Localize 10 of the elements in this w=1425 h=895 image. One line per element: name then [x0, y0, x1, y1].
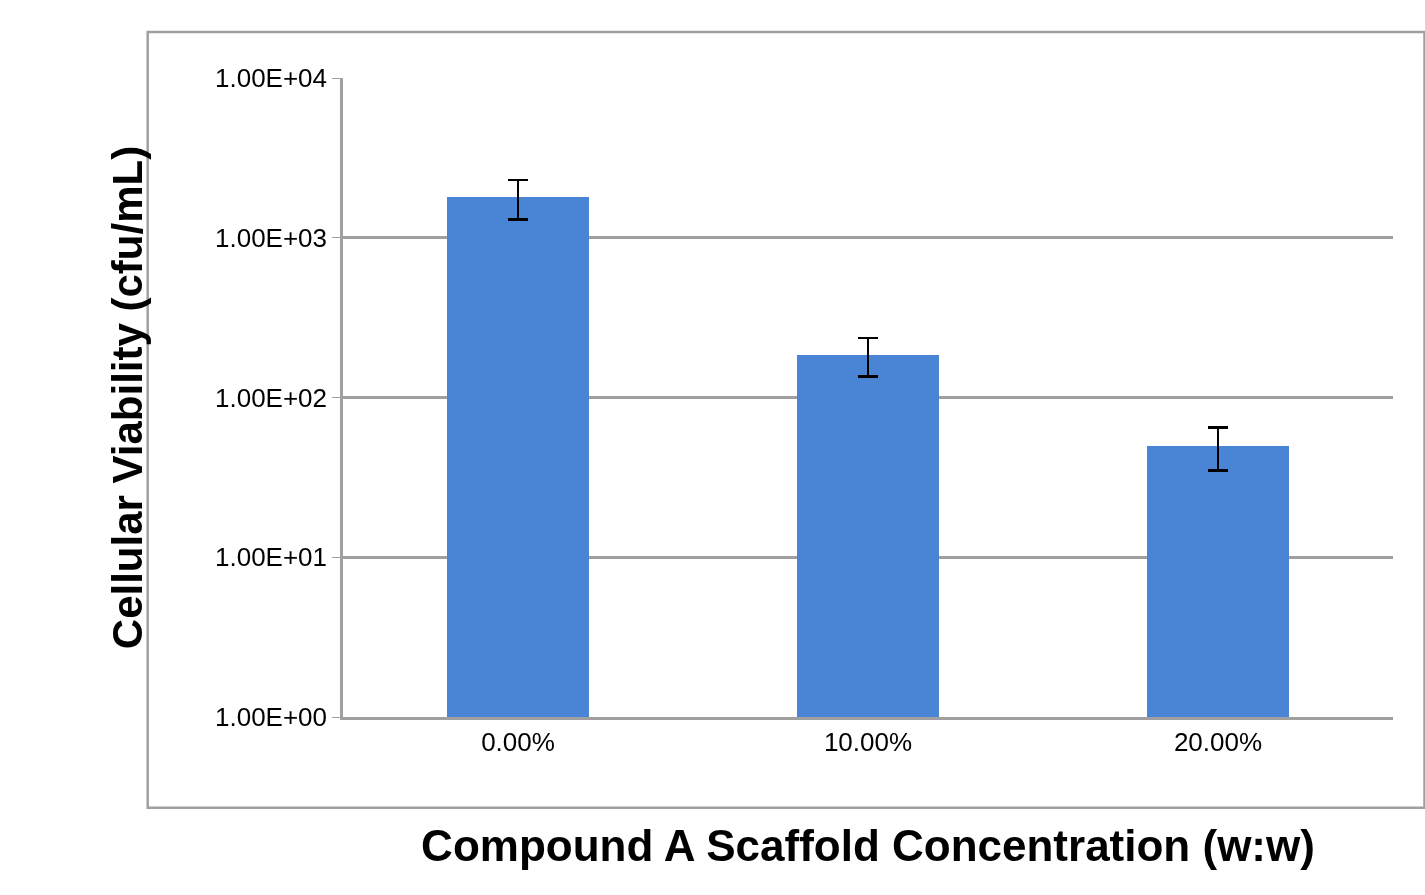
- y-tick-label: 1.00E+02: [214, 382, 328, 413]
- y-tick-label: 1.00E+03: [214, 222, 328, 253]
- x-tick-label: 10.00%: [823, 726, 913, 757]
- y-tick-label: 1.00E+00: [214, 702, 328, 733]
- y-axis-title: Cellular Viability (cfu/mL): [103, 145, 151, 650]
- y-tick-label: 1.00E+04: [214, 63, 328, 94]
- x-tick-label: 0.00%: [481, 726, 555, 757]
- y-tick-label: 1.00E+01: [214, 542, 328, 573]
- x-tick-label: 20.00%: [1173, 726, 1263, 757]
- x-axis-title: Compound A Scaffold Concentration (w:w): [421, 821, 1315, 871]
